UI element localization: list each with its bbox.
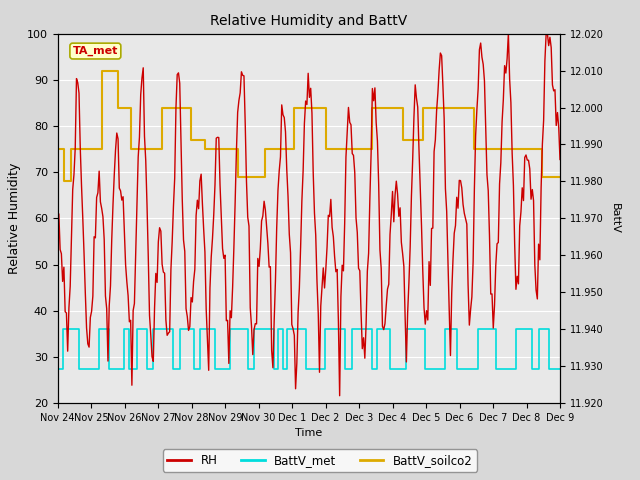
Y-axis label: Relative Humidity: Relative Humidity — [8, 163, 21, 274]
Y-axis label: BattV: BattV — [611, 203, 620, 234]
Title: Relative Humidity and BattV: Relative Humidity and BattV — [210, 14, 408, 28]
Text: TA_met: TA_met — [73, 46, 118, 56]
Legend: RH, BattV_met, BattV_soilco2: RH, BattV_met, BattV_soilco2 — [163, 449, 477, 472]
X-axis label: Time: Time — [295, 429, 323, 438]
